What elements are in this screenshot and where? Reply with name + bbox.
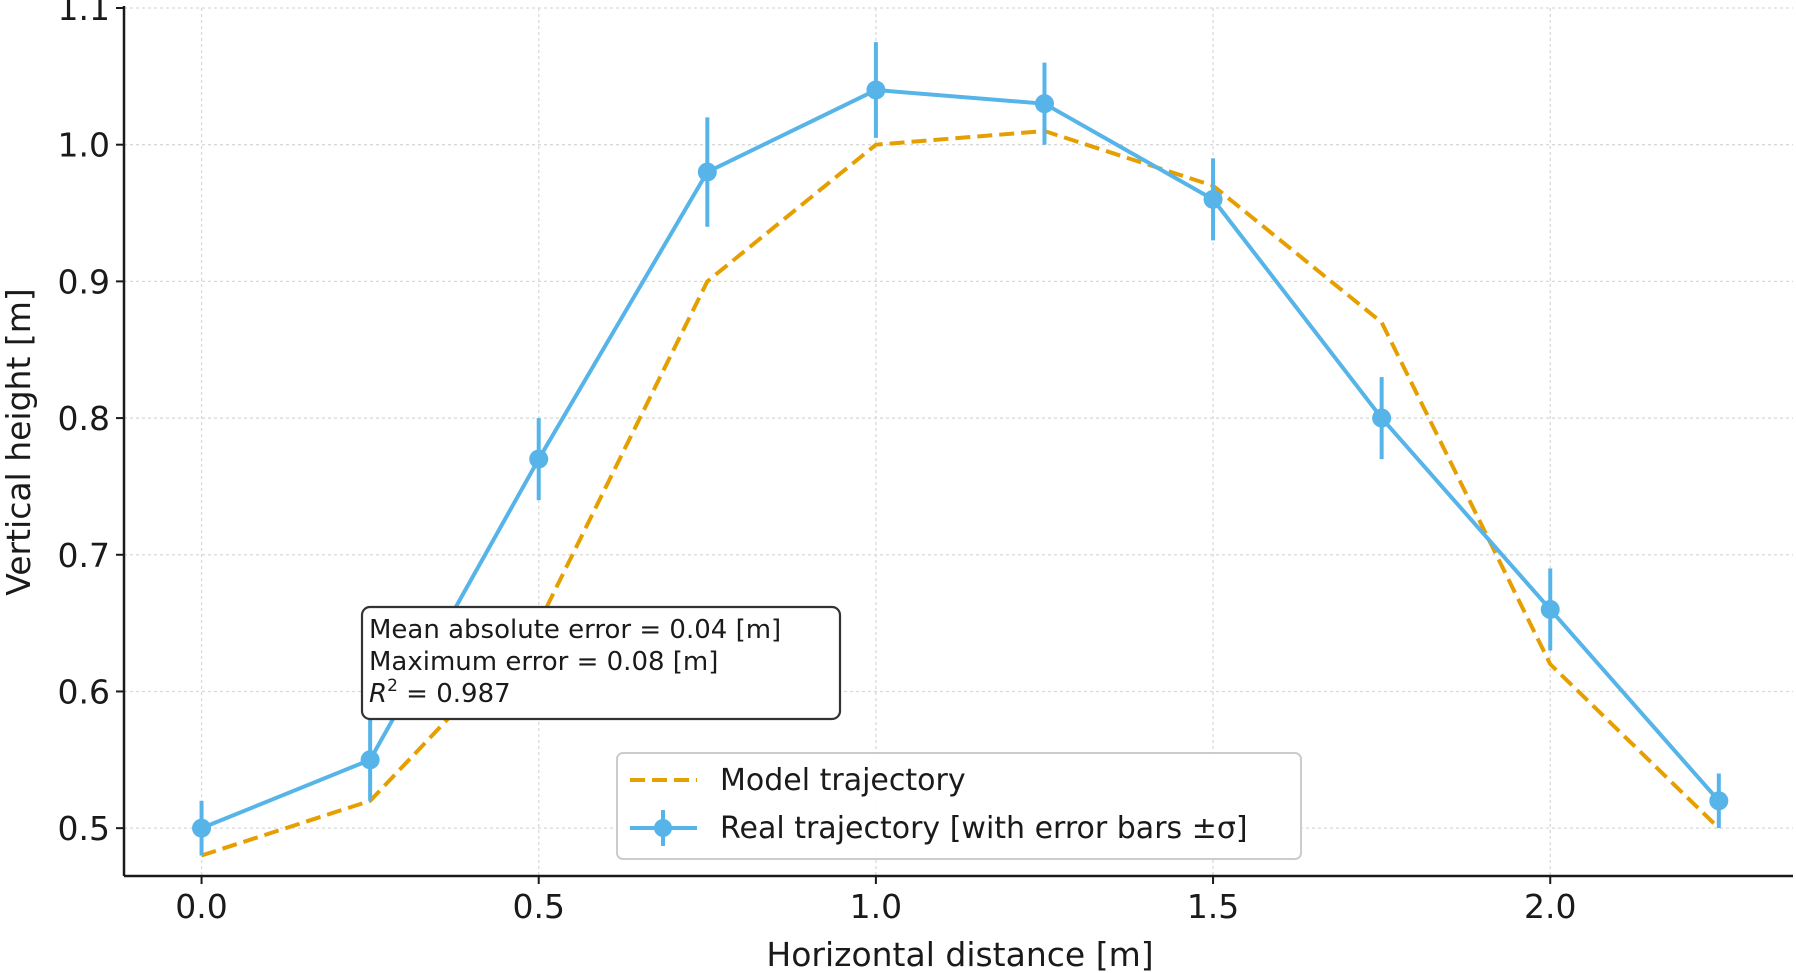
real-point-9 [1709, 791, 1729, 811]
legend-model-label: Model trajectory [720, 763, 966, 798]
axes: 0.0 0.5 1.0 1.5 2.0 0.5 0.6 0.7 0.8 0.9 1.0 1.1 [58, 0, 1793, 926]
stats-max-error: Maximum error = 0.08 [m] [369, 647, 718, 677]
legend-real-marker [654, 819, 672, 837]
real-point-0 [192, 818, 212, 838]
y-tick-label-2: 0.7 [58, 536, 110, 575]
stats-annotation: Mean absolute error = 0.04 [m] Maximum e… [360, 605, 842, 721]
x-tick-label-4: 2.0 [1524, 887, 1576, 926]
stats-r-squared: R2 = 0.987 [369, 676, 511, 709]
real-point-5 [1034, 94, 1054, 114]
real-point-2 [529, 449, 549, 469]
legend-real-label: Real trajectory [with error bars ±σ] [720, 811, 1248, 846]
x-tick-label-0: 0.0 [175, 887, 227, 926]
stats-box [360, 605, 842, 721]
x-axis-title: Horizontal distance [m] [766, 935, 1153, 973]
legend: Model trajectory Real trajectory [with e… [616, 752, 1302, 860]
legend-box [616, 752, 1302, 860]
real-point-1 [360, 750, 380, 770]
real-point-8 [1540, 599, 1560, 619]
stats-mean-error: Mean absolute error = 0.04 [m] [369, 615, 781, 645]
x-tick-label-3: 1.5 [1187, 887, 1239, 926]
y-tick-label-5: 1.0 [58, 126, 110, 165]
y-tick-label-6: 1.1 [58, 0, 110, 28]
real-point-6 [1203, 189, 1223, 209]
y-tick-label-1: 0.6 [58, 672, 110, 711]
x-tick-label-1: 0.5 [512, 887, 564, 926]
real-point-7 [1372, 408, 1392, 428]
y-tick-label-0: 0.5 [58, 809, 110, 848]
series [192, 42, 1729, 858]
model-trajectory-line [200, 129, 1721, 858]
y-tick-label-4: 0.9 [58, 262, 110, 301]
real-point-3 [697, 162, 717, 182]
y-tick-label-3: 0.8 [58, 399, 110, 438]
x-tick-label-2: 1.0 [850, 887, 902, 926]
y-axis-title: Vertical height [m] [0, 288, 38, 596]
real-point-4 [866, 80, 886, 100]
